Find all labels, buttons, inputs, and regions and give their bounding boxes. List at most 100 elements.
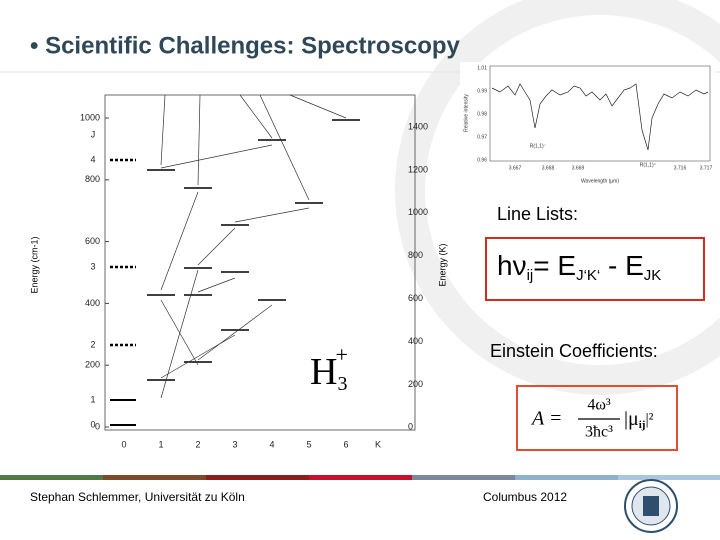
k-tick-label: 5 [306, 439, 311, 449]
j-label: 2 [90, 339, 95, 349]
formula-sub: JK [644, 267, 662, 284]
molecule-sub: 3 [337, 373, 347, 395]
slide-title: • Scientific Challenges: Spectroscopy [30, 32, 461, 59]
transition-arrow [160, 269, 199, 399]
footer-segment [515, 475, 618, 480]
left-tick-label: 600 [85, 236, 100, 246]
y-label-right: Energy (K) [437, 243, 447, 286]
transition-arrow [234, 207, 310, 223]
einstein-formula: A = 4ω³ 3ħc³ |μij|² [530, 397, 654, 441]
j-label: 3 [90, 261, 95, 271]
line-lists-formula: hνij= EJ‘K‘ - EJK [497, 250, 661, 284]
inset-bg [460, 62, 715, 187]
y-label-left: Energy (cm-1) [29, 236, 39, 293]
j-label: 4 [90, 154, 95, 164]
formula-sub: J‘K‘ [576, 267, 600, 284]
inset-x-tick: 3.717 [700, 165, 713, 171]
formula-part: - E [600, 250, 644, 281]
mu-end: |² [645, 411, 653, 428]
formula-lhs: A = [530, 408, 562, 430]
transition-arrow [289, 94, 347, 119]
k-label: K [375, 439, 381, 449]
formula-part: hν [497, 250, 527, 281]
transition-arrow [197, 304, 273, 361]
right-tick-label: 1000 [408, 207, 428, 217]
inset-x-label: Wavelength (µm) [581, 178, 619, 184]
inset-y-label: Relative intensity [463, 94, 469, 132]
inset-x-tick: 3.716 [674, 165, 687, 171]
left-tick-label: 0 [95, 421, 100, 431]
energy-diagram: Energy (cm-1) Energy (K) K H3+ 100080060… [29, 94, 447, 449]
footer-segment [309, 475, 412, 480]
footer-segment [618, 475, 720, 480]
formula-mu: |μij|² [624, 408, 654, 431]
right-tick-label: 200 [408, 379, 423, 389]
inset-x-tick: 3.667 [509, 165, 522, 171]
right-tick-label: 600 [408, 293, 423, 303]
formula-box [485, 237, 705, 301]
mu: |μ [624, 408, 639, 430]
footer-segment [206, 475, 309, 480]
molecule-symbol: H [310, 351, 337, 393]
watermark [395, 0, 720, 395]
transition-arrow [160, 334, 236, 379]
right-tick-label: 800 [408, 250, 423, 260]
transition-arrow [160, 94, 166, 166]
formula-den: 3ħc³ [585, 424, 613, 441]
formula-part: = E [533, 250, 576, 281]
transition-arrow [160, 144, 273, 169]
inset-x-tick: 3.669 [572, 165, 585, 171]
transition-arrow [239, 94, 273, 139]
transition-arrow [160, 299, 199, 366]
transition-arrow [160, 191, 199, 291]
k-tick-label: 3 [232, 439, 237, 449]
transition-arrow [197, 277, 236, 293]
peak-label: R(1,1)⁺ [640, 162, 657, 168]
footer-segment [412, 475, 515, 480]
formula-num: 4ω³ [587, 397, 611, 414]
inset-frame [489, 65, 711, 162]
k-tick-label: 0 [121, 439, 126, 449]
transition-arrow [197, 227, 236, 266]
inset-y-tick: 1.01 [477, 65, 487, 71]
k-tick-label: 1 [158, 439, 163, 449]
k-tick-label: 4 [269, 439, 274, 449]
spectrum-inset: Relative intensity Wavelength (µm) R(1,1… [460, 62, 715, 187]
k-tick-label: 2 [195, 439, 200, 449]
molecule-sup: + [335, 342, 347, 367]
inset-y-tick: 0.97 [477, 134, 487, 140]
inset-y-tick: 0.98 [477, 111, 487, 117]
left-tick-label: 800 [85, 174, 100, 184]
footer-bar [0, 475, 720, 480]
j-label: J [91, 129, 96, 139]
molecule: H3 + [310, 342, 348, 395]
footer-segment [0, 475, 103, 480]
footer-segment [103, 475, 206, 480]
spectrum-line [491, 83, 709, 151]
transition-arrow [259, 94, 310, 201]
formula-sub: ij [527, 267, 534, 284]
footer-author: Stephan Schlemmer, Universität zu Köln [30, 490, 245, 504]
line-lists-label: Line Lists: [497, 204, 578, 224]
einstein-label: Einstein Coefficients: [490, 341, 658, 361]
mu-sub: ij [639, 419, 646, 431]
right-tick-label: 400 [408, 336, 423, 346]
k-tick-label: 6 [343, 439, 348, 449]
inset-y-tick: 0.96 [477, 157, 487, 163]
right-tick-label: 0 [408, 422, 413, 432]
transition-arrow [197, 94, 201, 186]
logo-emblem [643, 496, 659, 516]
inset-x-tick: 3.668 [542, 165, 555, 171]
university-logo [624, 479, 678, 533]
left-tick-label: 200 [85, 360, 100, 370]
left-tick-label: 400 [85, 298, 100, 308]
right-tick-label: 1400 [408, 121, 428, 131]
left-tick-label: 1000 [80, 112, 100, 122]
j-label: 0 [90, 419, 95, 429]
j-label: 1 [90, 394, 95, 404]
footer-event: Columbus 2012 [483, 490, 567, 504]
einstein-box [516, 385, 678, 451]
right-tick-label: 1200 [408, 164, 428, 174]
inset-y-tick: 0.99 [477, 88, 487, 94]
